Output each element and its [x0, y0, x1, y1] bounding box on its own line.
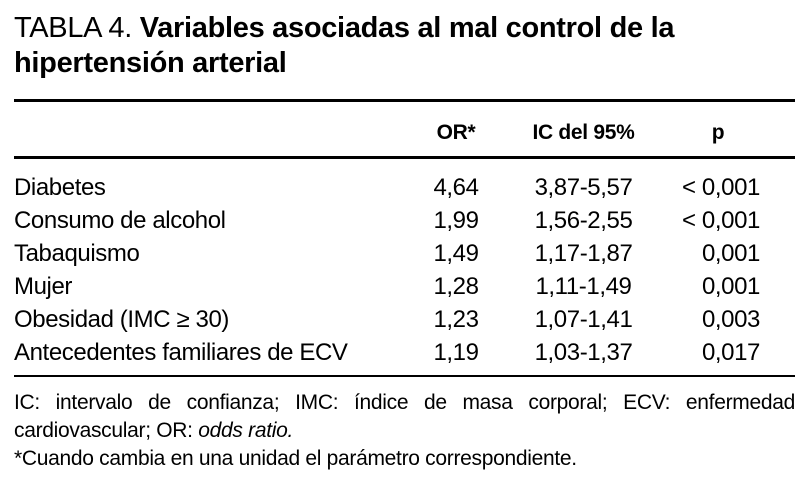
- table-row: Consumo de alcohol 1,99 1,56-2,55 < 0,00…: [14, 204, 795, 237]
- row-label: Consumo de alcohol: [14, 206, 226, 234]
- p-value: 0,001: [701, 272, 760, 300]
- table-row: Mujer 1,28 1,11-1,49 0,001: [14, 270, 795, 303]
- table-row: Antecedentes familiares de ECV 1,19 1,03…: [14, 336, 795, 369]
- row-label: Obesidad (IMC ≥ 30): [14, 305, 229, 333]
- column-header-p: p: [711, 121, 725, 144]
- header-rule: [14, 156, 795, 159]
- table-title: TABLA 4. Variables asociadas al mal cont…: [14, 0, 795, 81]
- footnote-asterisk-note: *Cuando cambia en una unidad el parámetr…: [14, 447, 577, 470]
- ic-value: 1,07-1,41: [534, 305, 633, 333]
- table-title-text: Variables asociadas al mal control de la…: [14, 12, 675, 79]
- bottom-rule: [14, 375, 795, 377]
- table-header-row: OR* IC del 95% p: [14, 102, 795, 156]
- ic-value: 1,56-2,55: [534, 206, 633, 234]
- top-rule: [14, 99, 795, 102]
- or-value: 1,23: [433, 305, 479, 333]
- or-value: 4,64: [433, 173, 479, 201]
- footnote-abbreviations-line1: IC: intervalo de confianza; IMC: índice …: [14, 391, 795, 414]
- row-label: Diabetes: [14, 173, 106, 201]
- footnote-abbreviations-line2-regular: cardiovascular; OR:: [14, 419, 193, 442]
- or-value: 1,19: [433, 338, 479, 366]
- ic-value: 1,17-1,87: [534, 239, 633, 267]
- column-header-or: OR*: [436, 121, 476, 144]
- row-label: Tabaquismo: [14, 239, 140, 267]
- table-row: Diabetes 4,64 3,87-5,57 < 0,001: [14, 171, 795, 204]
- column-header-ic: IC del 95%: [532, 121, 635, 144]
- p-value: < 0,001: [682, 206, 760, 234]
- footnote-abbreviations-line2: cardiovascular; OR: odds ratio.: [14, 417, 795, 445]
- or-value: 1,28: [433, 272, 479, 300]
- row-label: Mujer: [14, 272, 73, 300]
- or-value: 1,49: [433, 239, 479, 267]
- ic-value: 3,87-5,57: [534, 173, 633, 201]
- p-value: < 0,001: [682, 173, 760, 201]
- or-value: 1,99: [433, 206, 479, 234]
- table-title-prefix: TABLA 4.: [14, 12, 132, 44]
- p-value: 0,003: [701, 305, 760, 333]
- ic-value: 1,11-1,49: [535, 272, 632, 300]
- table-row: Tabaquismo 1,49 1,17-1,87 0,001: [14, 237, 795, 270]
- table-row: Obesidad (IMC ≥ 30) 1,23 1,07-1,41 0,003: [14, 303, 795, 336]
- footnote-odds-ratio-italic: odds ratio.: [198, 419, 294, 442]
- table-body: Diabetes 4,64 3,87-5,57 < 0,001 Consumo …: [14, 159, 795, 375]
- ic-value: 1,03-1,37: [534, 338, 633, 366]
- p-value: 0,017: [701, 338, 760, 366]
- footnotes: IC: intervalo de confianza; IMC: índice …: [14, 389, 795, 473]
- p-value: 0,001: [701, 239, 760, 267]
- row-label: Antecedentes familiares de ECV: [14, 338, 348, 366]
